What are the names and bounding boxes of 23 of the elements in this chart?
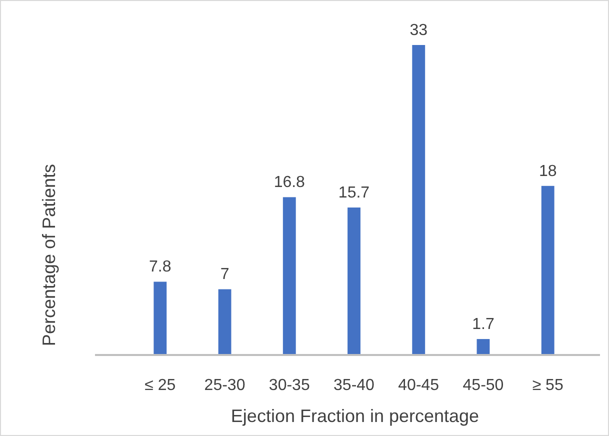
data-label: 1.7 [472,316,494,334]
bar [476,339,490,355]
data-label: 7.8 [149,258,172,276]
bar [412,45,426,355]
x-axis-title: Ejection Fraction in percentage [230,406,480,426]
bar [282,197,296,355]
y-axis-title: Percentage of Patients [39,164,59,346]
data-label: 15.7 [338,184,370,202]
x-tick-label: 40-45 [398,377,440,394]
data-label: 18 [538,162,557,180]
x-tick-label: 45-50 [462,377,504,394]
data-label: 16.8 [274,174,306,192]
x-tick-label: 30-35 [268,377,310,394]
x-tick-label: 35-40 [334,377,375,394]
x-tick-label: ≤ 25 [144,377,176,394]
bar [218,289,232,355]
bar [541,186,554,355]
bar [154,282,167,355]
x-tick-label: ≥ 55 [532,377,564,394]
bar [348,208,360,355]
data-label: 33 [410,22,428,39]
x-tick-label: 25-30 [204,377,246,394]
data-label: 7 [220,266,230,284]
